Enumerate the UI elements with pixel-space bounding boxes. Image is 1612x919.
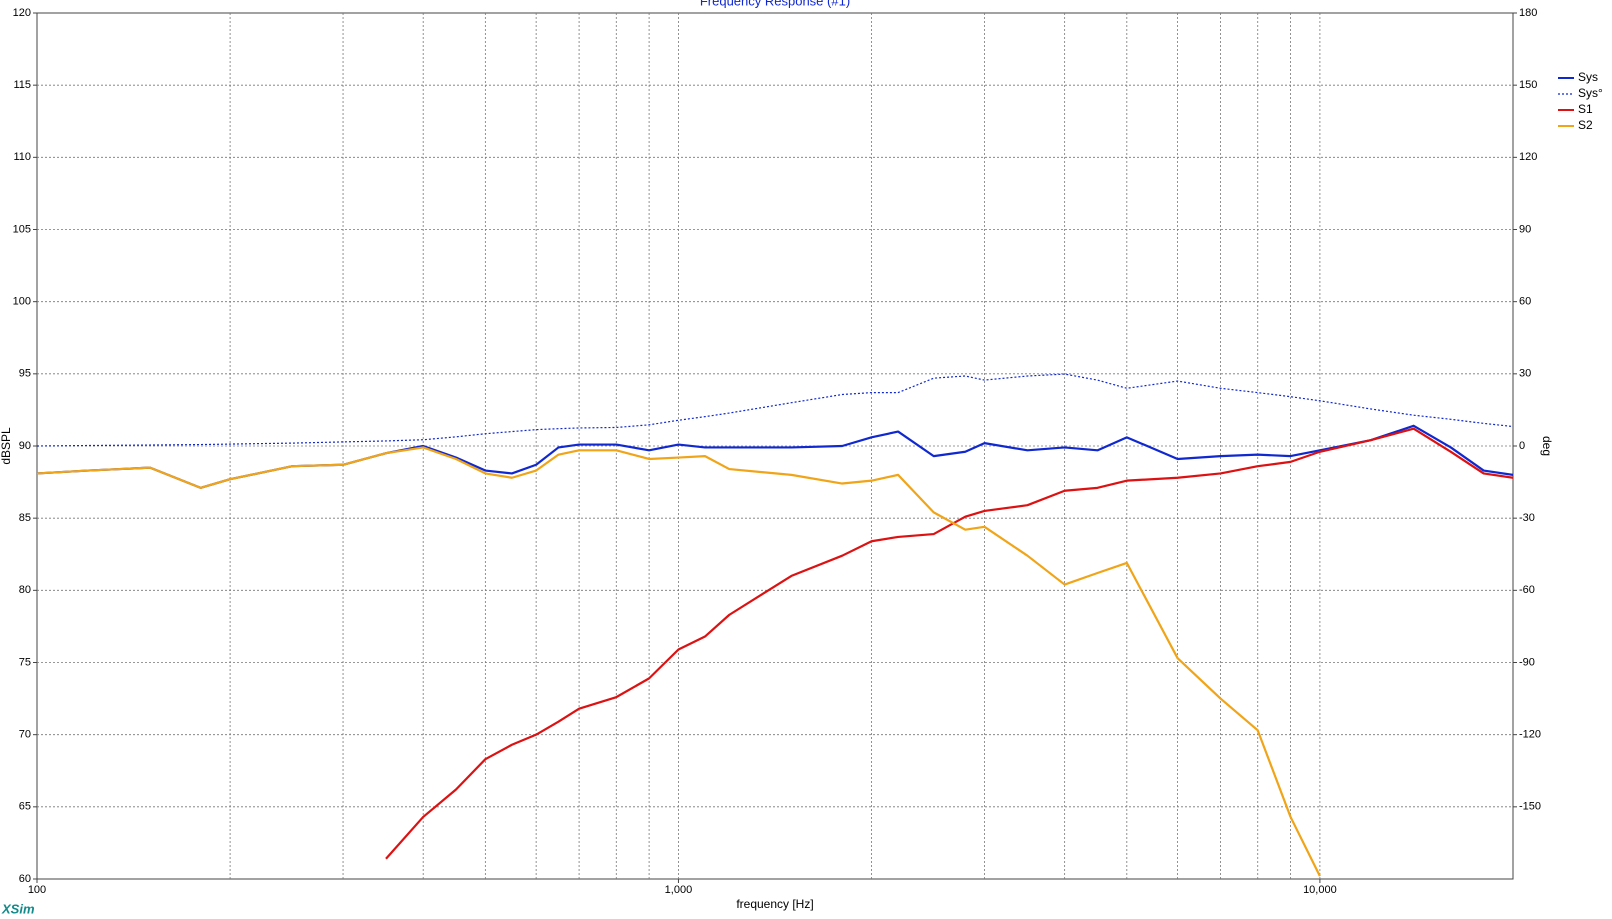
y-tick-label: 65 <box>19 801 31 813</box>
legend-label: Sys <box>1578 70 1598 84</box>
y2-tick-label: 150 <box>1519 79 1537 91</box>
y2-tick-label: -150 <box>1519 801 1541 813</box>
y2-tick-label: -120 <box>1519 729 1541 741</box>
y-tick-label: 115 <box>13 79 31 91</box>
y-axis-label: dBSPL <box>0 427 13 465</box>
legend-label: S2 <box>1578 118 1593 132</box>
x-tick-label: 10,000 <box>1303 884 1337 896</box>
y2-tick-label: 60 <box>1519 296 1531 308</box>
y2-axis-label: deg <box>1540 436 1554 456</box>
y-tick-label: 110 <box>13 151 31 163</box>
x-tick-label: 100 <box>28 884 46 896</box>
series-line <box>37 373 1513 447</box>
series-line <box>37 446 1321 877</box>
y2-tick-label: 120 <box>1519 151 1537 163</box>
y-tick-label: 85 <box>19 512 31 524</box>
y2-tick-label: 180 <box>1519 7 1537 19</box>
y2-tick-label: 30 <box>1519 368 1531 380</box>
series-line <box>385 427 1513 860</box>
legend-label: S1 <box>1578 102 1593 116</box>
x-tick-label: 1,000 <box>665 884 693 896</box>
y-tick-label: 120 <box>13 7 31 19</box>
y2-tick-label: -30 <box>1519 512 1535 524</box>
watermark: XSim <box>1 901 35 916</box>
y-tick-label: 75 <box>19 656 31 668</box>
y2-tick-label: -90 <box>1519 656 1535 668</box>
y-tick-label: 90 <box>19 440 31 452</box>
y2-tick-label: 0 <box>1519 440 1525 452</box>
y-tick-label: 100 <box>13 296 31 308</box>
x-axis-label: frequency [Hz] <box>736 897 813 911</box>
y-tick-label: 60 <box>19 873 31 885</box>
y2-tick-label: 90 <box>1519 223 1531 235</box>
legend-label: Sys° <box>1578 86 1603 100</box>
y2-tick-label: -60 <box>1519 584 1535 596</box>
y-tick-label: 70 <box>19 729 31 741</box>
y-tick-label: 95 <box>19 368 31 380</box>
chart-title: Frequency Response (#1) <box>700 0 850 8</box>
y-tick-label: 105 <box>13 223 31 235</box>
y-tick-label: 80 <box>19 584 31 596</box>
